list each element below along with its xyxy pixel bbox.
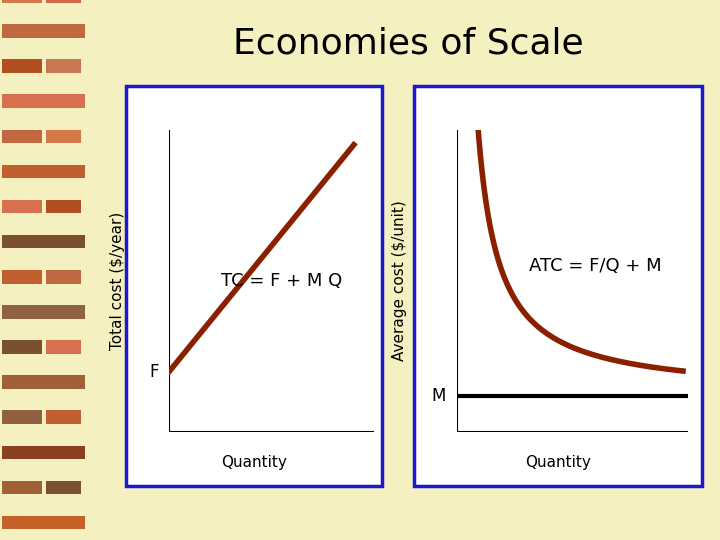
Text: ATC = F/Q + M: ATC = F/Q + M (529, 256, 662, 275)
Bar (2, 235, 84, 248)
Bar (45, 0, 81, 3)
Bar (2, 410, 42, 424)
Bar (2, 130, 42, 143)
Bar (2, 516, 84, 529)
Text: Total cost ($/year): Total cost ($/year) (110, 212, 125, 350)
Bar (2, 200, 42, 213)
Bar (45, 481, 81, 494)
Bar (2, 375, 84, 389)
Bar (2, 59, 42, 73)
Text: F: F (150, 362, 159, 381)
Bar (2, 481, 42, 494)
Bar (45, 270, 81, 284)
Bar (2, 0, 42, 3)
Bar (45, 59, 81, 73)
Text: Average cost ($/unit): Average cost ($/unit) (392, 200, 407, 361)
Bar (2, 270, 42, 284)
Text: M: M (431, 387, 446, 404)
Text: TC = F + M Q: TC = F + M Q (222, 272, 343, 290)
Text: Economies of Scale: Economies of Scale (233, 27, 584, 61)
Text: Quantity: Quantity (525, 455, 591, 470)
Bar (45, 410, 81, 424)
Bar (2, 305, 84, 319)
Bar (2, 94, 84, 108)
Bar (45, 130, 81, 143)
Bar (2, 24, 84, 38)
Bar (45, 340, 81, 354)
Text: Quantity: Quantity (221, 455, 287, 470)
Bar (2, 340, 42, 354)
Bar (2, 165, 84, 178)
Bar (2, 446, 84, 459)
Bar (45, 200, 81, 213)
